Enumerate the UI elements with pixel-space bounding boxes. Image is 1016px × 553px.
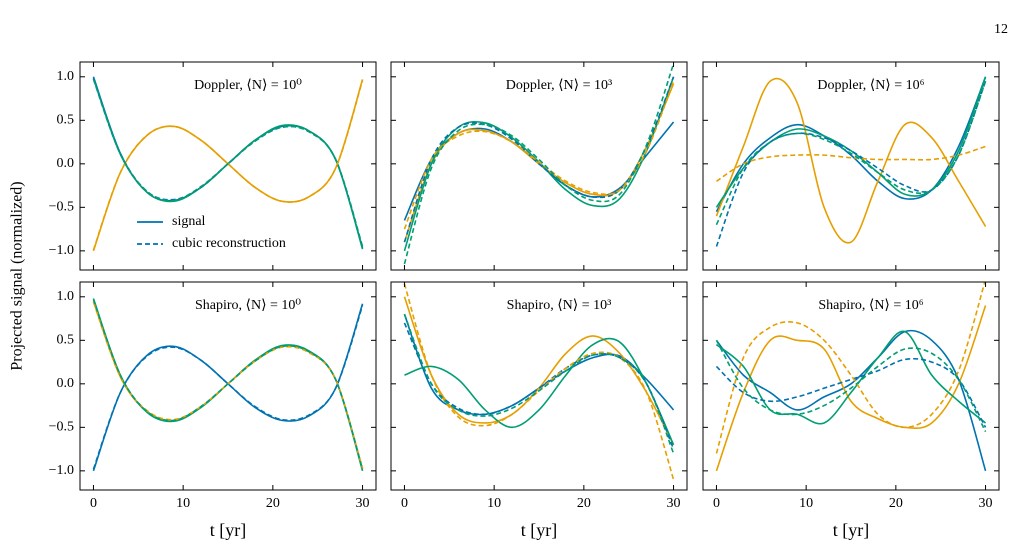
x-axis-label: t [yr] [833, 520, 869, 540]
y-tick-label: −0.5 [49, 420, 74, 435]
axes-frame [79, 61, 377, 271]
series-line [715, 76, 987, 208]
series-line [715, 305, 987, 472]
series-line [715, 76, 987, 213]
series-line [92, 301, 364, 469]
x-tick-label: 30 [356, 496, 370, 511]
x-tick-label: 0 [90, 496, 97, 511]
series-line [403, 63, 675, 265]
series-line [92, 79, 364, 252]
panel-title: Doppler, ⟨N⟩ = 10⁶ [817, 78, 924, 93]
x-tick-label: 10 [487, 496, 501, 511]
series-line [715, 80, 987, 247]
plot-area [403, 63, 675, 265]
y-tick-label: 1.0 [57, 289, 75, 304]
axes-frame [702, 61, 1000, 271]
series-line [403, 76, 675, 243]
y-tick-label: −1.0 [49, 463, 74, 478]
series-line [92, 305, 364, 470]
panel-title: Doppler, ⟨N⟩ = 10⁰ [194, 78, 302, 93]
series-line [715, 330, 987, 425]
series-line [403, 322, 675, 450]
plot-area [92, 298, 364, 472]
page-number: 12 [994, 22, 1008, 37]
legend-label: cubic reconstruction [172, 236, 286, 251]
series-line [715, 80, 987, 226]
series-line [92, 78, 364, 247]
series-line [92, 299, 364, 470]
y-tick-label: 1.0 [57, 69, 75, 84]
series-line [92, 303, 364, 472]
axes-frame [702, 281, 1000, 491]
x-tick-label: 10 [799, 496, 813, 511]
panel-title: Shapiro, ⟨N⟩ = 10³ [507, 298, 612, 313]
x-tick-label: 20 [577, 496, 591, 511]
x-axis-label: t [yr] [521, 520, 557, 540]
x-tick-label: 0 [713, 496, 720, 511]
x-tick-label: 10 [176, 496, 190, 511]
series-line [92, 80, 364, 251]
x-axis-label: t [yr] [210, 520, 246, 540]
y-tick-label: 0.0 [57, 156, 75, 171]
series-line [716, 145, 986, 182]
series-line [92, 76, 364, 249]
x-tick-label: 0 [401, 496, 408, 511]
series-line [715, 77, 987, 244]
series-line [715, 329, 987, 472]
panel-title: Shapiro, ⟨N⟩ = 10⁶ [818, 298, 923, 313]
plot-area [715, 282, 987, 472]
series-line [715, 339, 987, 433]
series-line [92, 79, 364, 248]
axes-frame [390, 281, 688, 491]
series-line [404, 337, 675, 446]
plot-area [715, 76, 987, 247]
panel-title: Doppler, ⟨N⟩ = 10³ [506, 78, 612, 93]
axes-frame [390, 61, 688, 271]
y-tick-label: 0.5 [57, 333, 75, 348]
x-tick-label: 20 [889, 496, 903, 511]
series-line [92, 300, 364, 470]
y-tick-label: 0.5 [57, 113, 75, 128]
x-tick-label: 20 [266, 496, 280, 511]
plot-area [92, 76, 364, 252]
y-axis-label: Projected signal (normalized) [9, 181, 26, 370]
y-tick-label: −1.0 [49, 243, 74, 258]
panel-title: Shapiro, ⟨N⟩ = 10⁰ [195, 298, 301, 313]
y-tick-label: −0.5 [49, 200, 74, 215]
x-tick-label: 30 [979, 496, 993, 511]
y-tick-label: 0.0 [57, 376, 75, 391]
x-tick-label: 30 [667, 496, 681, 511]
legend-label: signal [172, 214, 206, 229]
series-line [715, 357, 987, 428]
series-line [403, 80, 675, 230]
axes-frame [79, 281, 377, 491]
series-line [403, 313, 675, 454]
plot-area [403, 283, 675, 480]
